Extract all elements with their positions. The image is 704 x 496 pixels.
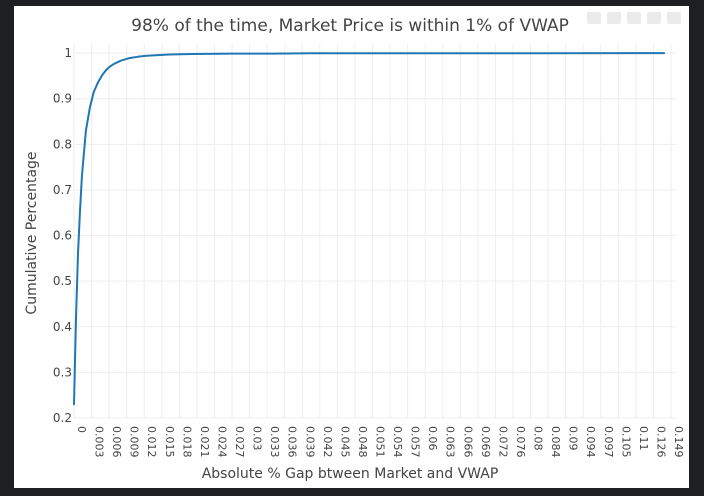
x-tick-label: 0 xyxy=(75,426,88,433)
x-tick-label: 0.036 xyxy=(286,426,299,458)
series-line xyxy=(73,52,666,406)
x-tick-label: 0.051 xyxy=(374,426,387,458)
x-tick-label: 0.027 xyxy=(233,426,246,458)
y-tick-label: 0.5 xyxy=(53,274,72,288)
plotly-logo-icon[interactable] xyxy=(667,12,681,24)
y-tick-label: 0.9 xyxy=(53,92,72,106)
y-tick-label: 0.6 xyxy=(53,229,72,243)
pan-icon[interactable] xyxy=(627,12,641,24)
camera-icon[interactable] xyxy=(587,12,601,24)
y-tick-label: 1 xyxy=(64,46,72,60)
chart-title: 98% of the time, Market Price is within … xyxy=(131,16,569,36)
x-axis-title: Absolute % Gap btween Market and VWAP xyxy=(202,466,499,482)
y-axis-title: Cumulative Percentage xyxy=(24,151,40,314)
x-tick-label: 0.069 xyxy=(479,426,492,458)
x-tick-label: 0.057 xyxy=(409,426,422,458)
x-tick-label: 0.066 xyxy=(461,426,474,458)
x-tick-label: 0.006 xyxy=(110,426,123,458)
x-tick-label: 0.072 xyxy=(496,426,509,458)
x-tick-label: 0.039 xyxy=(303,426,316,458)
x-tick-label: 0.054 xyxy=(391,426,404,458)
y-tick-label: 0.8 xyxy=(53,137,72,151)
x-tick-label: 0.063 xyxy=(444,426,457,458)
x-tick-label: 0.08 xyxy=(532,426,545,451)
grid xyxy=(73,44,676,419)
x-tick-label: 0.06 xyxy=(426,426,439,451)
series-layer xyxy=(73,52,666,406)
modebar[interactable] xyxy=(587,12,681,24)
x-ticks: 0 0.003 0.006 0.009 0.012 0.015 0.018 0.021 0.02… xyxy=(75,426,685,458)
x-tick-label: 0.094 xyxy=(584,426,597,458)
x-tick-label: 0.03 xyxy=(251,426,264,451)
x-tick-label: 0.042 xyxy=(321,426,334,458)
x-tick-label: 0.09 xyxy=(567,426,580,451)
x-tick-label: 0.097 xyxy=(602,426,615,458)
x-tick-label: 0.149 xyxy=(672,426,685,458)
reset-axes-icon[interactable] xyxy=(647,12,661,24)
x-tick-label: 0.012 xyxy=(145,426,158,458)
x-tick-label: 0.126 xyxy=(654,426,667,458)
x-tick-label: 0.084 xyxy=(549,426,562,458)
x-tick-label: 0.11 xyxy=(637,426,650,451)
x-tick-label: 0.015 xyxy=(163,426,176,458)
chart-svg: 0.2 0.3 0.4 0.5 0.6 0.7 0.8 0.9 1 0 0.003 0.006 0.0… xyxy=(24,16,685,482)
x-tick-label: 0.003 xyxy=(93,426,106,458)
x-tick-label: 0.105 xyxy=(619,426,632,458)
y-tick-label: 0.2 xyxy=(53,411,72,425)
x-tick-label: 0.024 xyxy=(215,426,228,458)
y-tick-label: 0.3 xyxy=(53,365,72,379)
x-tick-label: 0.076 xyxy=(514,426,527,458)
y-tick-label: 0.7 xyxy=(53,183,72,197)
x-tick-label: 0.045 xyxy=(338,426,351,458)
x-tick-label: 0.033 xyxy=(268,426,281,458)
zoom-icon[interactable] xyxy=(607,12,621,24)
chart-frame: 0.2 0.3 0.4 0.5 0.6 0.7 0.8 0.9 1 0 0.003 0.006 0.0… xyxy=(14,6,689,488)
y-ticks: 0.2 0.3 0.4 0.5 0.6 0.7 0.8 0.9 1 xyxy=(53,46,72,425)
x-tick-label: 0.021 xyxy=(198,426,211,458)
x-tick-label: 0.018 xyxy=(180,426,193,458)
y-tick-label: 0.4 xyxy=(53,320,72,334)
x-tick-label: 0.048 xyxy=(356,426,369,458)
x-tick-label: 0.009 xyxy=(128,426,141,458)
